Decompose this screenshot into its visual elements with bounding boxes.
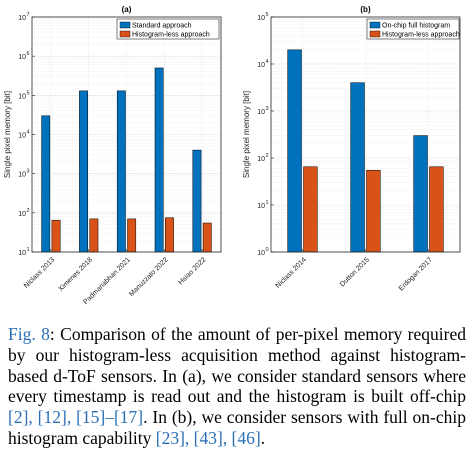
legend-entry: Standard approach [132,23,192,30]
legend-swatch [369,30,381,38]
y-axis-label: Single pixel memory [bit] [242,91,251,178]
y-tick-label: 10 [18,93,26,100]
legend-entry: On-chip full histogram [382,23,450,30]
plot-area [271,17,460,252]
bar-histless-3 [165,217,174,253]
bar-primary-1 [79,90,88,253]
x-tick-label: Niclass 2013 [23,256,56,289]
bar-primary-3 [154,67,164,253]
legend: On-chip full histogram Histogram-less app… [366,18,460,40]
legend-swatch [119,21,131,29]
bar-primary-1 [350,82,365,253]
bar-primary-2 [116,90,126,253]
y-tick-label: 10 [257,203,265,210]
y-tick-exponent: 5 [27,90,30,96]
y-tick-exponent: 3 [27,169,30,175]
y-tick-exponent: 6 [27,51,30,57]
y-tick-label: 10 [18,133,26,140]
x-tick-label: Erdogan 2017 [398,256,434,292]
figure-caption: Fig. 8: Comparison of the amount of per-… [8,324,466,449]
y-tick-label: 10 [257,62,265,69]
y-tick-label: 10 [257,156,265,163]
legend: Standard approach Histogram-less approach [116,18,220,40]
y-tick-label: 10 [18,250,26,257]
x-tick-label: Manuzzato 2022 [128,256,170,298]
bar-histless-0 [51,219,61,253]
y-tick-exponent: 1 [27,247,30,253]
y-tick-exponent: 5 [266,12,269,18]
caption-text-3: . [260,427,266,448]
legend-swatch [369,21,381,29]
y-tick-label: 10 [257,250,265,257]
x-tick-label: Niclass 2014 [275,256,308,289]
caption-text-1: : Comparison of the amount of per-pixel … [8,324,466,407]
bar-primary-2 [413,135,428,253]
caption-text-2: . In (b), we consider sensors with full … [8,407,466,448]
y-tick-label: 10 [257,109,265,116]
x-tick-label: Hsiao 2022 [178,256,208,286]
x-tick-label: Ximenes 2018 [58,256,95,293]
bar-primary-4 [192,149,202,253]
y-tick-label: 10 [18,172,26,179]
panel-label: (b) [360,5,371,14]
y-tick-label: 10 [18,211,26,218]
legend-entry: Histogram-less approach [382,32,460,39]
bar-primary-0 [287,49,302,253]
bar-histless-2 [127,218,137,253]
x-tick-label: Dutton 2015 [339,256,371,288]
y-tick-exponent: 2 [27,208,30,214]
bar-histless-1 [89,218,99,253]
y-tick-exponent: 3 [266,106,269,112]
y-tick-exponent: 4 [266,59,269,65]
legend-entry: Histogram-less approach [132,32,210,39]
grid [271,16,460,253]
y-axis-label: Single pixel memory [bit] [3,91,12,178]
panel-label: (a) [122,5,132,14]
y-tick-exponent: 0 [266,247,269,253]
y-tick-exponent: 7 [27,12,30,18]
legend-box [366,18,460,40]
legend-box [116,18,220,40]
bar-primary-0 [41,115,51,253]
bar-histless-1 [366,169,381,253]
legend-swatch [119,30,131,38]
y-tick-exponent: 4 [27,130,30,136]
caption-refs-2[interactable]: [23], [43], [46] [155,427,261,448]
caption-refs-1[interactable]: [2], [12], [15]–[17] [8,407,144,428]
y-tick-exponent: 2 [266,153,269,159]
bar-histless-4 [202,222,212,253]
bar-histless-2 [429,166,444,253]
y-tick-label: 10 [18,54,26,61]
y-tick-label: 10 [18,15,26,22]
y-tick-label: 10 [257,15,265,22]
y-tick-exponent: 1 [266,200,269,206]
caption-figure-label: Fig. 8 [8,324,50,344]
bar-histless-0 [303,166,318,253]
